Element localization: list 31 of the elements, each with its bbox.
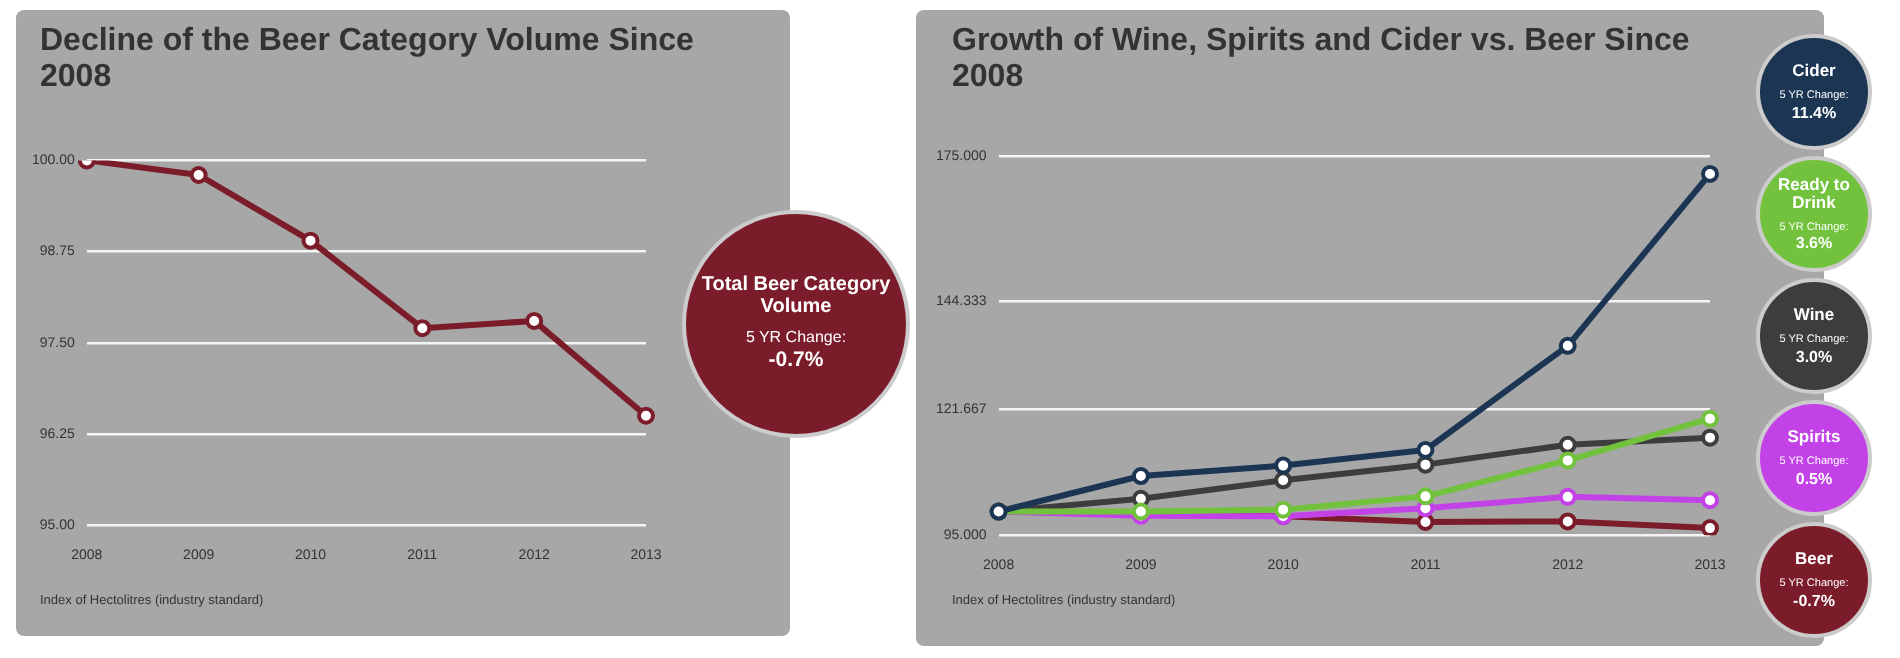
point [1558, 512, 1577, 531]
point [189, 165, 208, 184]
point [1701, 491, 1719, 510]
point [1701, 428, 1719, 447]
point [1701, 164, 1719, 183]
chart-title: Growth of Wine, Spirits and Cider vs. Beer Since 2008 [952, 24, 1692, 96]
text: Wine [1793, 304, 1835, 325]
point [413, 319, 432, 338]
point [637, 406, 655, 425]
point [301, 231, 320, 250]
point [1558, 435, 1577, 454]
point [1131, 467, 1150, 486]
point [1416, 455, 1435, 474]
point [525, 311, 544, 330]
point [1416, 487, 1435, 506]
point [1274, 456, 1293, 475]
point [1701, 409, 1719, 428]
point [1701, 519, 1719, 536]
chart-title: Decline of the Beer Category Volume Since 2008 [40, 24, 696, 96]
point [1558, 487, 1577, 506]
point [1558, 336, 1577, 355]
text: Cider [1792, 60, 1836, 81]
point [1274, 471, 1293, 490]
text: Ready to Drink [1776, 173, 1852, 212]
text: Beer [1795, 548, 1833, 569]
point [1274, 500, 1293, 519]
point [1416, 440, 1435, 459]
text: Spirits [1787, 426, 1841, 447]
point [1558, 451, 1577, 470]
text: Total Beer Category Volume [699, 274, 893, 319]
text: 5 YR Change: -0.7% [745, 328, 847, 372]
